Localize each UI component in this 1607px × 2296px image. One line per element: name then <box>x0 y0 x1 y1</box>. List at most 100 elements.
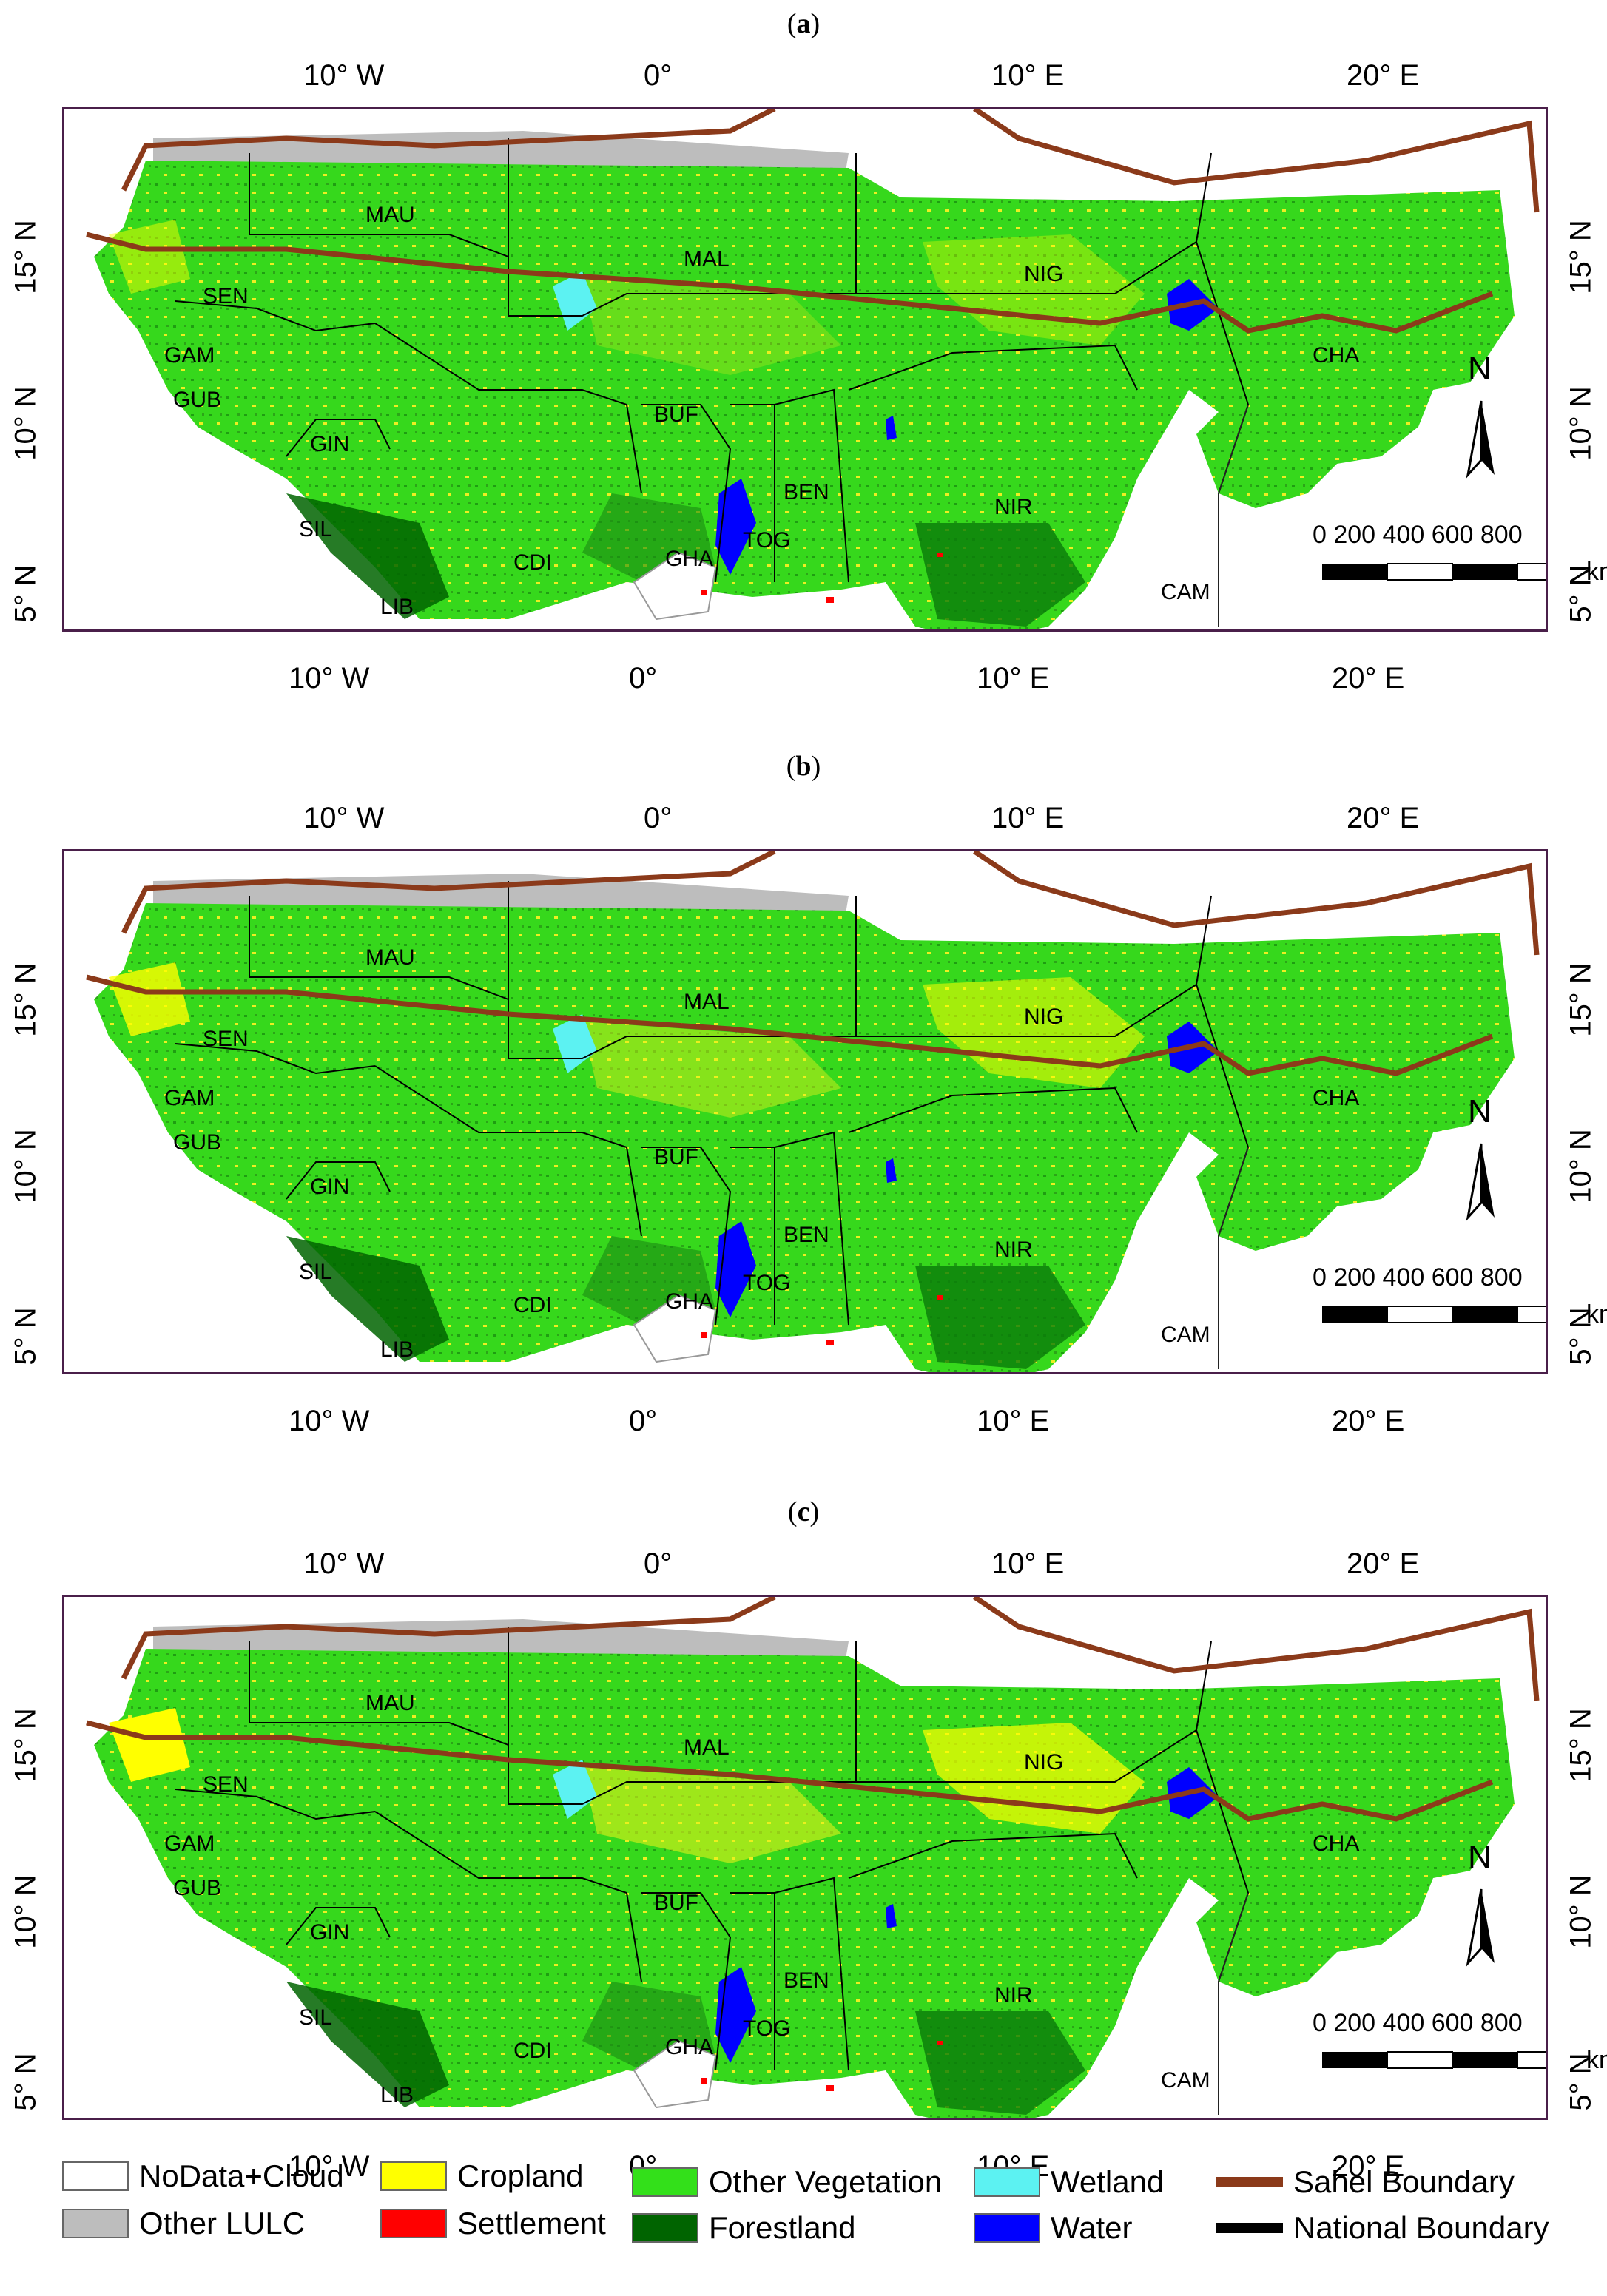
national-boundaries <box>175 881 1250 1326</box>
cropland-region <box>109 1708 190 1782</box>
country-label: GIN <box>310 1175 350 1199</box>
country-label: NIG <box>1024 1750 1064 1775</box>
country-label: GIN <box>310 432 350 456</box>
top-lon-tick: 10° E <box>991 802 1065 834</box>
legend-item-other-lulc: Other LULC <box>62 2206 305 2241</box>
right-lat-tick: 15° N <box>1564 1708 1597 1783</box>
land-cover-map <box>86 1597 1546 2118</box>
bottom-lon-tick: 0° <box>629 662 658 695</box>
sahel-boundary <box>86 1720 1494 1822</box>
country-label: NIR <box>994 1238 1033 1262</box>
land-mass <box>94 161 1515 629</box>
settlement-marker <box>937 1295 943 1300</box>
top-lon-tick: 10° E <box>991 1547 1065 1580</box>
land-mass <box>94 903 1515 1372</box>
scale-bar <box>1322 2051 1546 2069</box>
country-label: GHA <box>665 547 714 571</box>
legend-swatch <box>632 2213 698 2243</box>
cropland-region <box>923 977 1145 1088</box>
water-body <box>715 1221 756 1317</box>
scale-numbers: 0 200 400 600 800 <box>1313 521 1523 549</box>
country-label: SEN <box>203 284 249 308</box>
country-label: SEN <box>203 1027 249 1051</box>
country-label: NIR <box>994 495 1033 519</box>
legend-item-nodata: NoData+Cloud <box>62 2158 344 2194</box>
cropland-region <box>923 234 1145 345</box>
sahel-boundary <box>121 851 1540 956</box>
country-label: SIL <box>299 517 333 541</box>
country-label: GUB <box>173 1876 222 1900</box>
north-arrow-icon <box>1466 1888 1495 1967</box>
scale-numbers: 0 200 400 600 800 <box>1313 1263 1523 1292</box>
country-label: CAM <box>1161 580 1210 604</box>
legend-swatch <box>974 2167 1040 2197</box>
land-mass <box>94 1649 1515 2118</box>
scale-bar <box>1322 1306 1546 1323</box>
cropland-region <box>582 279 841 375</box>
left-lat-tick: 10° N <box>9 1874 42 1949</box>
panel-title: (a) <box>786 8 821 39</box>
bottom-lon-tick: 20° E <box>1332 1405 1405 1437</box>
top-lon-tick: 0° <box>644 802 673 834</box>
country-label: GIN <box>310 1920 350 1945</box>
left-lat-tick: 5° N <box>9 2053 42 2111</box>
left-lat-tick: 15° N <box>9 1708 42 1783</box>
legend-label: Water <box>1051 2210 1133 2245</box>
cropland-region <box>923 1723 1145 1834</box>
right-lat-tick: 10° N <box>1564 386 1597 461</box>
country-label: TOG <box>743 2016 791 2041</box>
panel-letter: b <box>795 751 812 782</box>
legend-item-water: Water <box>974 2210 1132 2246</box>
north-label: N <box>1468 351 1492 387</box>
country-label: BUF <box>654 1145 698 1169</box>
country-label: CDI <box>513 2039 552 2063</box>
country-label: NIR <box>994 1983 1033 2008</box>
country-label: MAL <box>684 990 730 1014</box>
water-body <box>715 479 756 575</box>
settlement-marker <box>701 590 707 595</box>
cropland-region <box>109 220 190 294</box>
country-label: GAM <box>164 1086 215 1110</box>
settlement-marker <box>826 1340 834 1345</box>
water-body <box>886 416 897 440</box>
land-cover-map <box>86 851 1546 1372</box>
legend-label: NoData+Cloud <box>139 2158 344 2193</box>
bottom-lon-tick: 10° W <box>289 1405 370 1437</box>
country-label: CAM <box>1161 2068 1210 2093</box>
country-label: LIB <box>380 1337 414 1362</box>
top-lon-tick: 0° <box>644 1547 673 1580</box>
country-label: SIL <box>299 1260 333 1284</box>
legend-item-national-boundary: National Boundary <box>1216 2210 1549 2246</box>
country-label: TOG <box>743 1271 791 1295</box>
legend-label: Settlement <box>457 2206 606 2241</box>
country-label: MAU <box>365 945 415 970</box>
water-body <box>886 1158 897 1183</box>
country-label: CAM <box>1161 1323 1210 1347</box>
country-label: BEN <box>784 1968 829 1993</box>
top-lon-tick: 20° E <box>1347 59 1420 92</box>
left-lat-tick: 10° N <box>9 1129 42 1203</box>
top-lon-tick: 10° W <box>303 1547 385 1580</box>
country-label: BEN <box>784 1223 829 1247</box>
country-label: CHA <box>1313 1086 1360 1110</box>
legend-label: Other Vegetation <box>709 2164 943 2199</box>
settlement-marker <box>937 2041 943 2045</box>
map-frame <box>62 107 1548 632</box>
land-cover-map <box>86 109 1546 629</box>
legend-label: Wetland <box>1051 2164 1165 2199</box>
nodata-region <box>633 551 717 621</box>
bottom-lon-tick: 20° E <box>1332 662 1405 695</box>
map-frame <box>62 1595 1548 2120</box>
nodata-region <box>633 2039 717 2109</box>
north-label: N <box>1468 1839 1492 1875</box>
country-label: NIG <box>1024 262 1064 286</box>
country-label: MAL <box>684 247 730 271</box>
legend-item-cropland: Cropland <box>380 2158 583 2194</box>
country-label: BUF <box>654 1891 698 1915</box>
legend-label: Cropland <box>457 2158 584 2193</box>
legend-swatch <box>62 2161 129 2191</box>
top-lon-tick: 10° W <box>303 802 385 834</box>
legend-item-sahel-boundary: Sahel Boundary <box>1216 2164 1515 2200</box>
nodata-region <box>633 1294 717 1363</box>
bottom-lon-tick: 10° E <box>977 662 1050 695</box>
